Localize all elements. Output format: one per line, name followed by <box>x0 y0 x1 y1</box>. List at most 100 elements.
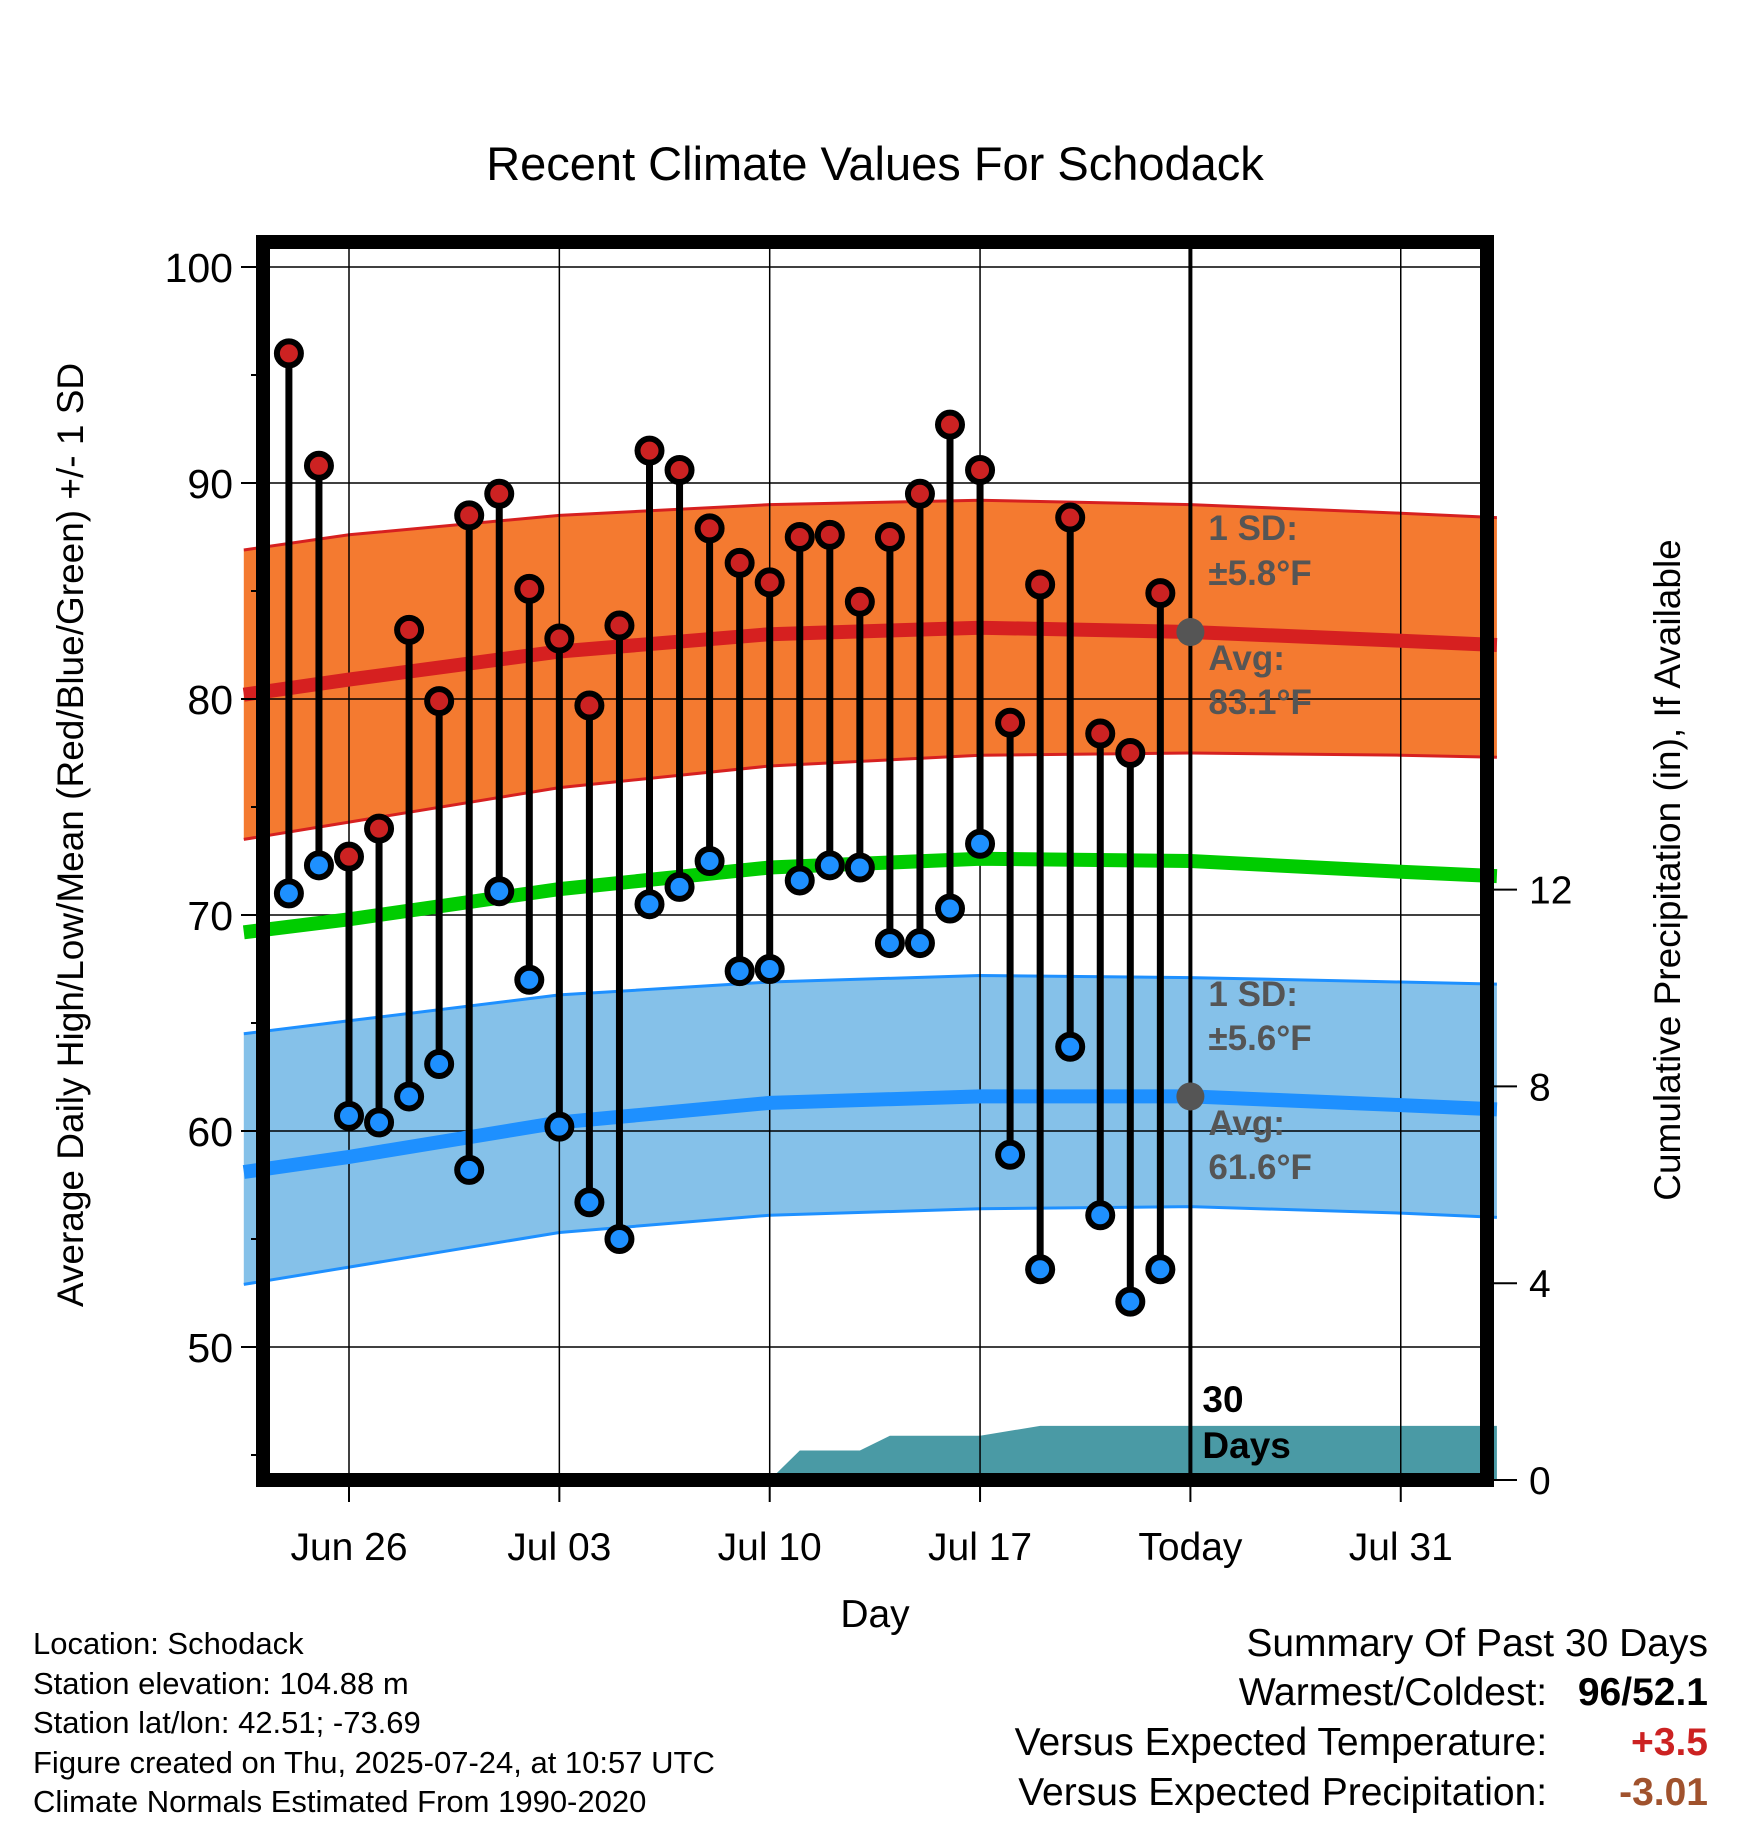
daily-high-point <box>604 610 635 641</box>
daily-low-point <box>364 1107 395 1138</box>
daily-low-point <box>544 1111 575 1142</box>
daily-high-point <box>664 455 695 486</box>
daily-high-point <box>935 409 965 440</box>
x-axis-label: Day <box>840 1593 910 1636</box>
daily-high-point <box>424 686 455 717</box>
high-avg-label: Avg: <box>1208 639 1284 678</box>
daily-high-point <box>874 522 905 552</box>
daily-high-point <box>334 841 364 872</box>
normal-high-line <box>242 620 1498 702</box>
summary-precip-label: Versus Expected Precipitation: <box>1018 1771 1548 1814</box>
daily-low-point <box>1145 1254 1176 1285</box>
today-high-avg-point <box>1176 618 1205 647</box>
normal-mean-line <box>242 851 1498 940</box>
location-text: Location: Schodack <box>33 1626 304 1661</box>
low-sd-upper-edge <box>243 973 1497 1036</box>
high-sd-upper-edge <box>243 498 1497 552</box>
x-tick-label: Jul 03 <box>507 1526 611 1569</box>
daily-high-point <box>965 455 996 486</box>
low-sd-label: 1 SD: <box>1208 975 1297 1014</box>
y2-tick-label: 12 <box>1529 870 1572 913</box>
daily-low-point <box>303 850 334 881</box>
summary-precip-row: Versus Expected Precipitation: -3.01 <box>1015 1768 1708 1818</box>
x-tick-label: Today <box>1138 1526 1243 1569</box>
daily-high-point <box>754 567 785 598</box>
today-low-avg-point <box>1176 1082 1205 1111</box>
daily-low-point <box>604 1224 635 1254</box>
daily-low-point <box>1115 1286 1146 1317</box>
summary-temp-label: Versus Expected Temperature: <box>1014 1721 1548 1764</box>
daily-low-point <box>965 828 996 859</box>
summary-temp-row: Versus Expected Temperature: +3.5 <box>1015 1718 1708 1768</box>
daily-low-point <box>694 846 725 876</box>
summary-warm-cold-label: Warmest/Coldest: <box>1238 1671 1548 1714</box>
daily-high-point <box>514 573 545 604</box>
daily-low-point <box>634 889 665 920</box>
x-tick-label: Jul 17 <box>928 1526 1032 1569</box>
daily-high-point <box>273 338 304 369</box>
summary-coldest: 52.1 <box>1632 1671 1708 1714</box>
daily-low-point <box>273 878 304 909</box>
summary-warm-cold-value: 96/52.1 <box>1558 1668 1708 1718</box>
daily-low-point <box>1025 1254 1056 1285</box>
daily-low-point <box>1055 1031 1086 1062</box>
elevation-text: Station elevation: 104.88 m <box>33 1665 409 1701</box>
plot-frame <box>256 235 1494 1487</box>
daily-low-point <box>724 956 755 987</box>
summary-warm-cold-row: Warmest/Coldest: 96/52.1 <box>1015 1668 1708 1718</box>
daily-low-point <box>424 1049 455 1080</box>
summary-temp-value: +3.5 <box>1631 1721 1708 1764</box>
low-sd-value: ±5.6°F <box>1208 1019 1311 1058</box>
high-avg-value: 83.1°F <box>1208 683 1312 722</box>
summary-panel: Summary Of Past 30 Days Warmest/Coldest:… <box>1015 1620 1708 1818</box>
daily-high-point <box>484 478 515 509</box>
high-sd-label: 1 SD: <box>1208 509 1297 548</box>
daily-low-point <box>935 893 965 924</box>
daily-low-point <box>995 1139 1026 1170</box>
daily-high-point <box>724 547 755 578</box>
y-axis-label: Average Daily High/Low/Mean (Red/Blue/Gr… <box>50 363 91 1307</box>
y-tick-label: 90 <box>187 461 233 507</box>
daily-low-point <box>904 928 935 959</box>
daily-high-point <box>544 623 575 654</box>
daily-low-point <box>514 964 545 995</box>
daily-high-point <box>995 707 1026 738</box>
created-text: Figure created on Thu, 2025-07-24, at 10… <box>33 1744 715 1780</box>
daily-low-point <box>664 871 695 902</box>
daily-low-point <box>874 928 905 959</box>
daily-low-point <box>844 852 875 883</box>
daily-high-point <box>904 478 935 509</box>
x-tick-label: Jul 31 <box>1349 1526 1453 1569</box>
y2-tick-label: 8 <box>1529 1066 1551 1109</box>
daily-low-point <box>1085 1200 1116 1231</box>
daily-high-point <box>694 513 725 544</box>
y-tick-label: 60 <box>187 1109 233 1155</box>
summary-precip-value: -3.01 <box>1619 1771 1708 1814</box>
period-number-label: 30 <box>1202 1379 1243 1420</box>
daily-high-point <box>454 500 485 531</box>
daily-low-point <box>814 850 845 881</box>
daily-high-point <box>1085 718 1116 749</box>
daily-high-point <box>844 586 875 617</box>
normals-text: Climate Normals Estimated From 1990-2020 <box>33 1784 647 1819</box>
summary-warmest: 96 <box>1577 1671 1622 1714</box>
daily-high-point <box>303 450 334 481</box>
daily-high-point <box>814 519 845 550</box>
daily-high-point <box>1145 578 1176 609</box>
daily-high-point <box>364 813 395 844</box>
daily-high-point <box>574 690 605 721</box>
period-unit-label: Days <box>1202 1425 1290 1466</box>
daily-high-point <box>1115 738 1146 768</box>
y2-tick-label: 4 <box>1529 1263 1551 1306</box>
latlon-text: Station lat/lon: 42.51; -73.69 <box>33 1705 421 1740</box>
y2-axis-label: Cumulative Precipitation (in), If Availa… <box>1647 539 1688 1201</box>
daily-high-point <box>394 614 425 645</box>
x-tick-label: Jul 10 <box>718 1526 822 1569</box>
daily-low-point <box>334 1100 364 1131</box>
summary-title: Summary Of Past 30 Days <box>1246 1622 1708 1665</box>
y-tick-label: 100 <box>165 245 233 291</box>
daily-high-point <box>784 522 815 552</box>
y2-tick-label: 0 <box>1529 1460 1551 1503</box>
daily-high-point <box>1055 502 1086 533</box>
